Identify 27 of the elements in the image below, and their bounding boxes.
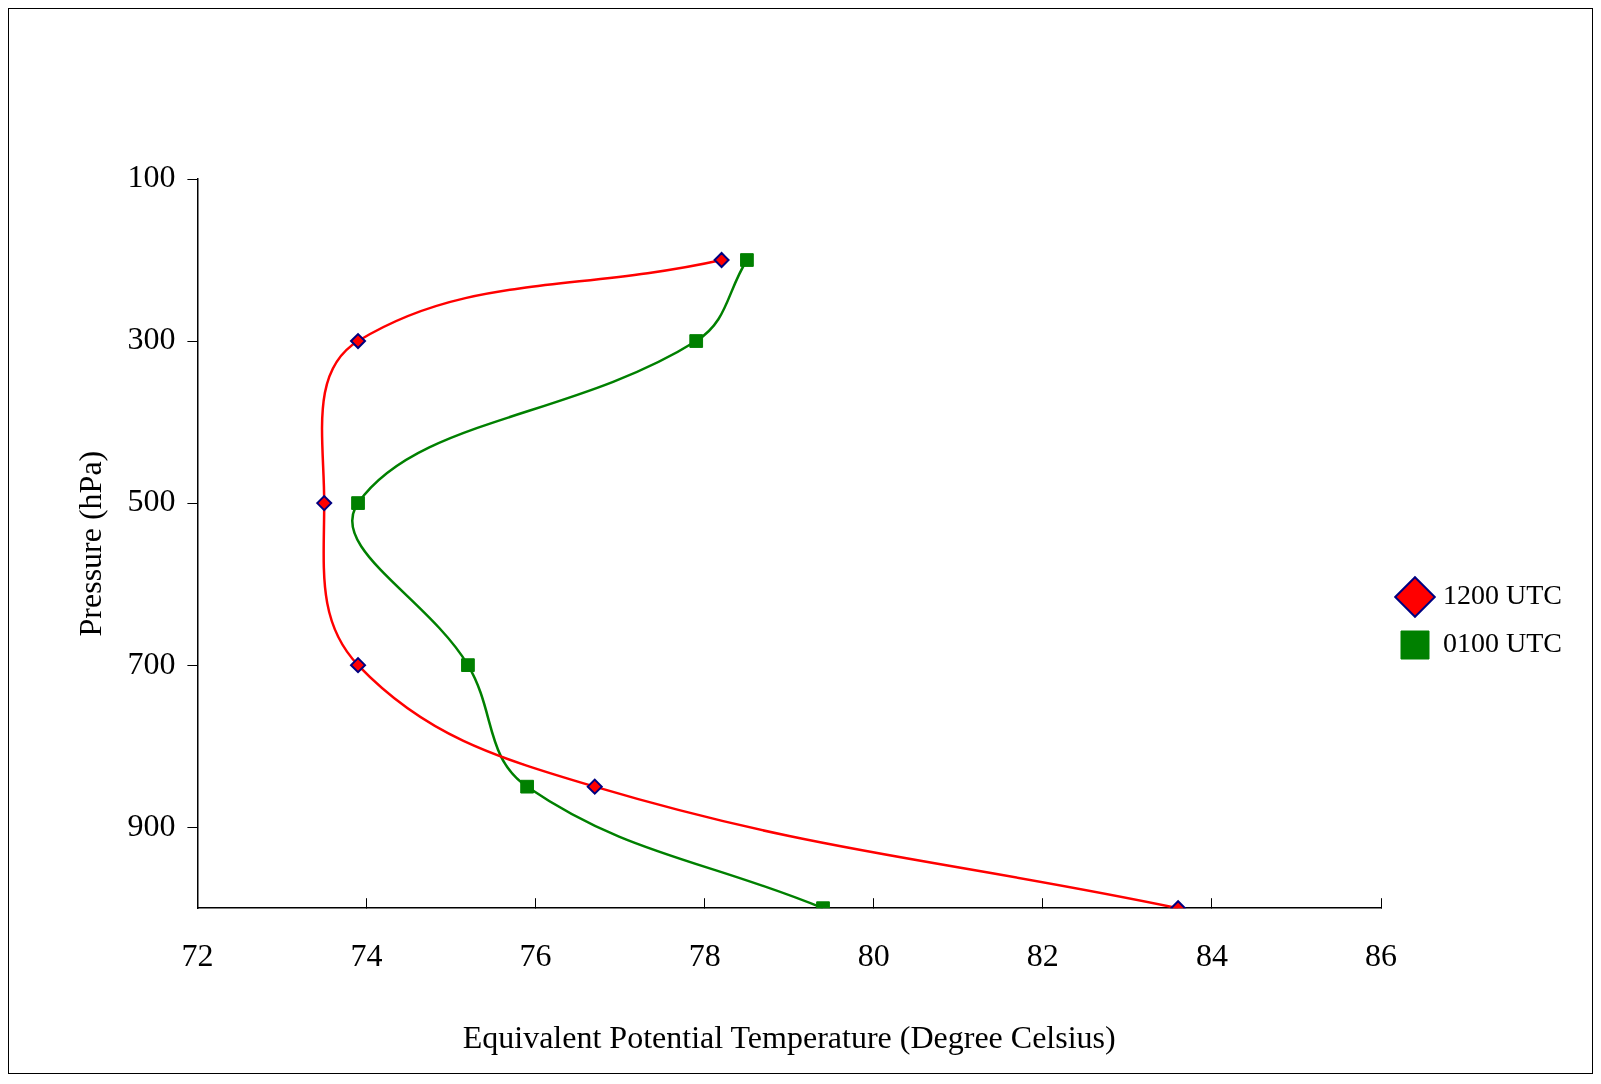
x-tick-label: 78 [688, 936, 721, 973]
point [350, 657, 367, 674]
point [316, 495, 333, 512]
x-axis-title: Equivalent Potential Temperature (Degree Celsius) [462, 1019, 1116, 1056]
y-axis-title: Pressure (hPa) [71, 450, 108, 637]
y-tick-label: 100 [127, 158, 176, 195]
point [461, 658, 475, 672]
legend-label: 0100 UTC [1443, 627, 1562, 659]
point [520, 779, 534, 794]
x-tick-label: 74 [350, 936, 383, 973]
y-tick-label: 300 [127, 320, 176, 357]
point [350, 333, 367, 350]
y-tick-label: 900 [127, 806, 176, 843]
point [740, 253, 754, 267]
point [351, 496, 365, 510]
x-tick-label: 86 [1365, 936, 1397, 973]
point [586, 778, 603, 795]
x-tick-label: 76 [519, 936, 552, 973]
x-tick-label: 82 [1026, 936, 1059, 973]
point [713, 252, 730, 269]
x-tick-label: 80 [857, 936, 890, 973]
point [689, 334, 704, 348]
x-tick-label: 84 [1195, 936, 1228, 973]
x-tick-label: 72 [181, 936, 214, 973]
legend-label: 1200 UTC [1443, 579, 1562, 611]
y-tick-label: 700 [127, 644, 176, 681]
y-tick-label: 500 [127, 482, 176, 519]
